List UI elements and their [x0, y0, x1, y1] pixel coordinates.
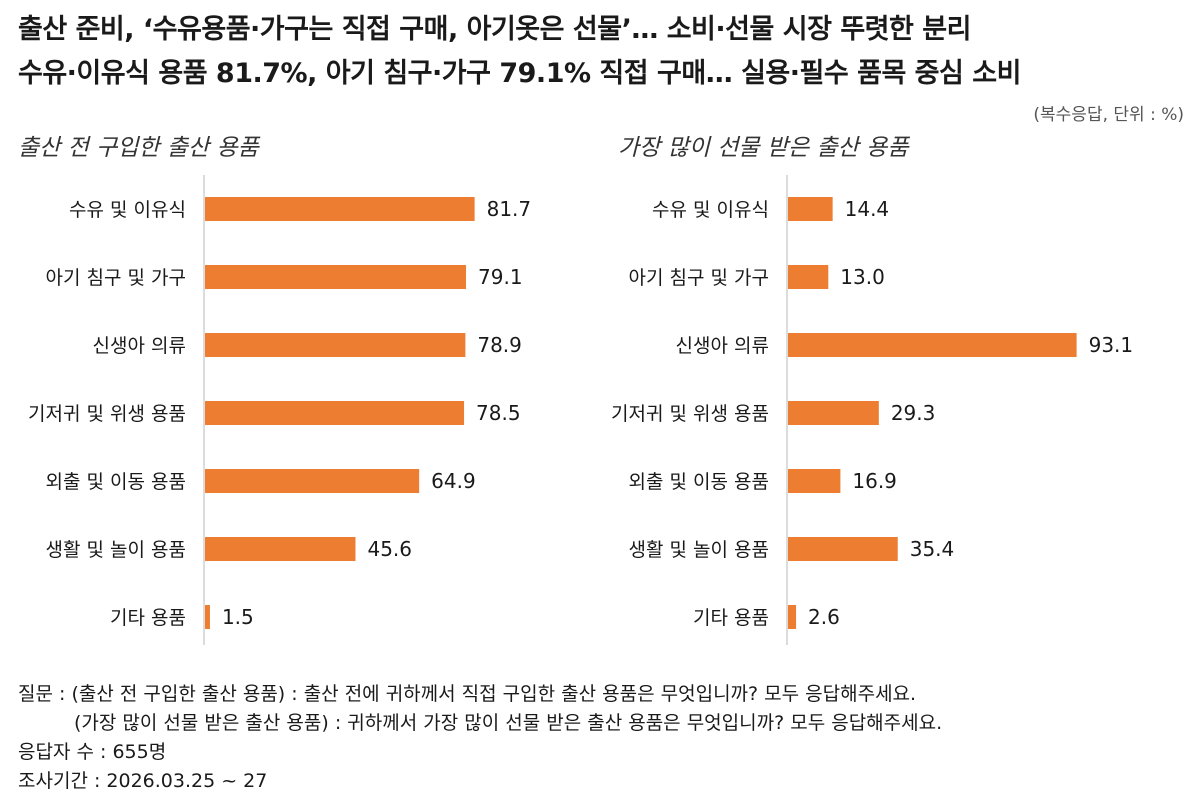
category-label-생활-및-놀이-용품: 생활 및 놀이 용품 [629, 539, 769, 561]
category-label-기타-용품: 기타 용품 [110, 607, 186, 629]
right-bar-chart: 수유 및 이유식 14.4 아기 침구 및 가구 13.0 신생아 의류 93.1 기저귀 … [611, 175, 1134, 645]
left-chart-title: 출산 전 구입한 출산 용품 [18, 135, 259, 161]
bar-수유-및-이유식 [788, 197, 833, 221]
value-label-기타-용품: 1.5 [222, 605, 254, 629]
bar-생활-및-놀이-용품 [205, 537, 356, 561]
value-label-기저귀-및-위생-용품: 78.5 [476, 401, 521, 425]
survey-notes: 질문 : (출산 전 구입한 출산 용품) : 출산 전에 귀하께서 직접 구입… [18, 680, 942, 796]
bar-신생아-의류 [205, 333, 466, 357]
value-label-수유-및-이유식: 14.4 [845, 197, 890, 221]
bar-아기-침구-및-가구 [788, 265, 829, 289]
bar-외출-및-이동-용품 [788, 469, 841, 493]
value-label-아기-침구-및-가구: 13.0 [840, 265, 885, 289]
left-bar-chart: 수유 및 이유식 81.7 아기 침구 및 가구 79.1 신생아 의류 78.9 기저귀 … [28, 175, 532, 645]
bar-기타-용품 [205, 605, 210, 629]
survey-period: 조사기간 : 2026.03.25 ~ 27 [18, 770, 268, 792]
value-label-생활-및-놀이-용품: 35.4 [910, 537, 955, 561]
category-label-수유-및-이유식: 수유 및 이유식 [652, 199, 769, 221]
value-label-신생아-의류: 78.9 [477, 333, 522, 357]
category-label-외출-및-이동-용품: 외출 및 이동 용품 [46, 471, 186, 493]
headline-line-2: 수유·이유식 용품 81.7%, 아기 침구·가구 79.1% 직접 구매… 실… [18, 58, 1021, 89]
category-label-기타-용품: 기타 용품 [693, 607, 769, 629]
category-label-신생아-의류: 신생아 의류 [676, 335, 769, 357]
category-label-수유-및-이유식: 수유 및 이유식 [69, 199, 186, 221]
category-label-아기-침구-및-가구: 아기 침구 및 가구 [629, 267, 769, 289]
bar-생활-및-놀이-용품 [788, 537, 898, 561]
category-label-생활-및-놀이-용품: 생활 및 놀이 용품 [46, 539, 186, 561]
right-chart-title: 가장 많이 선물 받은 출산 용품 [618, 135, 909, 161]
bar-신생아-의류 [788, 333, 1077, 357]
category-label-외출-및-이동-용품: 외출 및 이동 용품 [629, 471, 769, 493]
bar-아기-침구-및-가구 [205, 265, 467, 289]
value-label-기타-용품: 2.6 [808, 605, 840, 629]
bar-수유-및-이유식 [205, 197, 475, 221]
value-label-외출-및-이동-용품: 16.9 [852, 469, 897, 493]
question-2: (가장 많이 선물 받은 출산 용품) : 귀하께서 가장 많이 선물 받은 출… [74, 712, 943, 734]
bar-기저귀-및-위생-용품 [788, 401, 879, 425]
value-label-기저귀-및-위생-용품: 29.3 [891, 401, 936, 425]
bar-기타-용품 [788, 605, 797, 629]
category-label-신생아-의류: 신생아 의류 [93, 335, 186, 357]
unit-note: (복수응답, 단위 : %) [1033, 105, 1184, 125]
value-label-아기-침구-및-가구: 79.1 [478, 265, 523, 289]
category-label-기저귀-및-위생-용품: 기저귀 및 위생 용품 [611, 403, 769, 425]
value-label-수유-및-이유식: 81.7 [487, 197, 532, 221]
question-1: 질문 : (출산 전 구입한 출산 용품) : 출산 전에 귀하께서 직접 구입… [18, 683, 917, 705]
headline-line-1: 출산 준비, ‘수유용품·가구는 직접 구매, 아기옷은 선물’… 소비·선물 … [18, 14, 971, 45]
value-label-신생아-의류: 93.1 [1089, 333, 1134, 357]
category-label-기저귀-및-위생-용품: 기저귀 및 위생 용품 [28, 403, 186, 425]
value-label-생활-및-놀이-용품: 45.6 [367, 537, 412, 561]
bar-외출-및-이동-용품 [205, 469, 420, 493]
headline: 출산 준비, ‘수유용품·가구는 직접 구매, 아기옷은 선물’… 소비·선물 … [18, 8, 1021, 96]
value-label-외출-및-이동-용품: 64.9 [431, 469, 476, 493]
category-label-아기-침구-및-가구: 아기 침구 및 가구 [46, 267, 186, 289]
respondents-count: 응답자 수 : 655명 [18, 741, 167, 763]
bar-기저귀-및-위생-용품 [205, 401, 465, 425]
